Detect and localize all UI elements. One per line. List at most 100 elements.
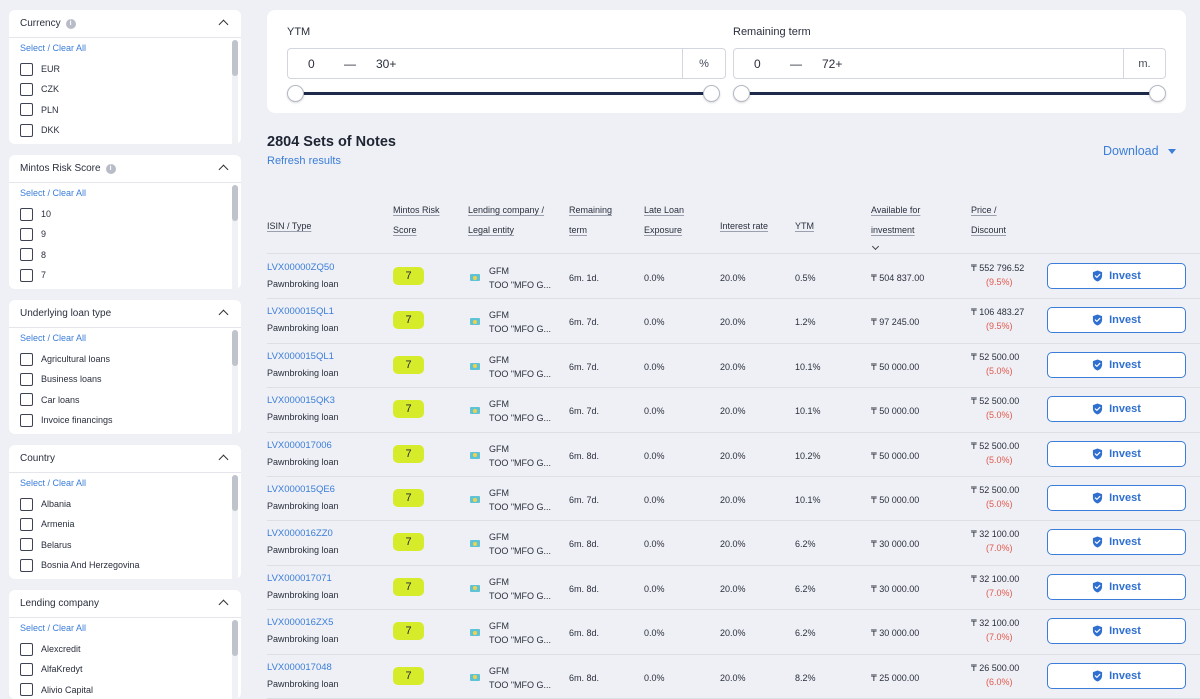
table-row[interactable]: LVX000016ZX5 Pawnbroking loan 7 GFM TOO "MFO… xyxy=(267,610,1200,655)
col-isin[interactable]: ISIN / Type xyxy=(267,221,312,231)
invest-button[interactable]: Invest xyxy=(1047,351,1186,378)
checkbox[interactable] xyxy=(20,248,33,262)
table-row[interactable]: LVX000015QK3 Pawnbroking loan 7 GFM TOO "MFO… xyxy=(267,388,1200,433)
col-risk-score[interactable]: Mintos Risk Score xyxy=(393,205,440,235)
col-available[interactable]: Available for investment xyxy=(871,200,920,251)
checkbox[interactable] xyxy=(20,207,33,221)
checkbox[interactable] xyxy=(20,268,33,282)
filter-panel-header[interactable]: Lending company xyxy=(9,590,241,618)
ytm-slider-min-handle[interactable] xyxy=(287,85,304,102)
invest-button[interactable]: Invest xyxy=(1047,485,1186,511)
filter-option[interactable]: 7 xyxy=(20,265,230,285)
checkbox[interactable] xyxy=(20,103,33,117)
checkbox[interactable] xyxy=(20,227,33,241)
col-late-exposure[interactable]: Late Loan Exposure xyxy=(644,205,685,235)
invest-button[interactable]: Invest xyxy=(1047,440,1186,467)
filter-option[interactable]: Armenia xyxy=(20,514,230,534)
isin-link[interactable]: LVX000017048 xyxy=(267,661,332,673)
ytm-slider-max-handle[interactable] xyxy=(703,85,720,102)
col-ytm[interactable]: YTM xyxy=(795,221,814,231)
table-row[interactable]: LVX000016ZZ0 Pawnbroking loan 7 GFM TOO "MFO… xyxy=(267,521,1200,566)
ytm-slider-track[interactable] xyxy=(296,92,712,95)
invest-button[interactable]: Invest xyxy=(1047,573,1186,600)
filter-option[interactable]: Belarus xyxy=(20,535,230,555)
checkbox[interactable] xyxy=(20,82,33,96)
filter-option[interactable]: 8 xyxy=(20,245,230,265)
isin-link[interactable]: LVX000015QE6 xyxy=(267,484,335,495)
select-clear-all-link[interactable]: Select / Clear All xyxy=(20,478,87,488)
isin-link[interactable]: LVX000017071 xyxy=(267,572,332,584)
checkbox[interactable] xyxy=(20,393,33,407)
checkbox[interactable] xyxy=(20,558,33,572)
isin-link[interactable]: LVX00000ZQ50 xyxy=(267,262,335,273)
invest-button[interactable]: Invest xyxy=(1047,662,1186,689)
col-price-discount[interactable]: Price / Discount xyxy=(971,205,1007,235)
term-slider-min-handle[interactable] xyxy=(733,85,750,102)
table-row[interactable]: LVX000015QL1 Pawnbroking loan 7 GFM TOO "MFO… xyxy=(267,299,1200,344)
checkbox[interactable] xyxy=(20,352,33,366)
checkbox[interactable] xyxy=(20,62,33,76)
filter-panel-header[interactable]: Currency i xyxy=(9,10,241,38)
scrollbar-thumb[interactable] xyxy=(232,330,238,366)
filter-option[interactable]: Albania xyxy=(20,494,230,514)
isin-link[interactable]: LVX000017006 xyxy=(267,439,332,451)
table-row[interactable]: LVX000015QL1 Pawnbroking loan 7 GFM TOO "MFO… xyxy=(267,344,1200,389)
select-clear-all-link[interactable]: Select / Clear All xyxy=(20,188,87,198)
filter-panel-header[interactable]: Underlying loan type xyxy=(9,300,241,328)
table-row[interactable]: LVX000017048 Pawnbroking loan 7 GFM TOO "MFO… xyxy=(267,655,1200,699)
ytm-from-value[interactable]: 0 xyxy=(308,56,315,71)
filter-option[interactable]: CZK xyxy=(20,79,230,99)
table-row[interactable]: LVX000017071 Pawnbroking loan 7 GFM TOO "MFO… xyxy=(267,566,1200,611)
table-row[interactable]: LVX00000ZQ50 Pawnbroking loan 7 GFM TOO "MFO… xyxy=(267,255,1200,300)
table-row[interactable]: LVX000017006 Pawnbroking loan 7 GFM TOO "MFO… xyxy=(267,433,1200,477)
select-clear-all-link[interactable]: Select / Clear All xyxy=(20,333,87,343)
isin-link[interactable]: LVX000016ZX5 xyxy=(267,617,334,629)
refresh-results-link[interactable]: Refresh results xyxy=(267,155,341,167)
info-icon[interactable]: i xyxy=(65,18,76,29)
scrollbar[interactable] xyxy=(232,40,238,144)
isin-link[interactable]: LVX000016ZZ0 xyxy=(267,528,333,540)
checkbox[interactable] xyxy=(20,683,33,697)
scrollbar-thumb[interactable] xyxy=(232,475,238,511)
col-remaining-term[interactable]: Remaining term xyxy=(569,205,613,235)
ytm-range-input[interactable]: 0 — 30+ % xyxy=(287,48,726,79)
col-interest-rate[interactable]: Interest rate xyxy=(720,221,769,231)
table-row[interactable]: LVX000015QE6 Pawnbroking loan 7 GFM TOO "MFO… xyxy=(267,477,1200,522)
term-range-input[interactable]: 0 — 72+ m. xyxy=(733,48,1166,79)
filter-option[interactable]: PLN xyxy=(20,100,230,120)
term-to-value[interactable]: 72+ xyxy=(822,56,843,71)
isin-link[interactable]: LVX000015QL1 xyxy=(267,306,334,318)
invest-button[interactable]: Invest xyxy=(1047,396,1186,423)
filter-option[interactable]: Car loans xyxy=(20,390,230,410)
scrollbar-thumb[interactable] xyxy=(232,40,238,76)
filter-panel-header[interactable]: Country xyxy=(9,445,241,473)
invest-button[interactable]: Invest xyxy=(1047,618,1186,645)
filter-panel-header[interactable]: Mintos Risk Score i xyxy=(9,155,241,183)
filter-option[interactable]: Bosnia And Herzegovina xyxy=(20,555,230,575)
chevron-up-icon[interactable] xyxy=(218,454,229,465)
scrollbar[interactable] xyxy=(232,620,238,699)
filter-option[interactable]: EUR xyxy=(20,59,230,79)
filter-option[interactable]: 9 xyxy=(20,224,230,244)
filter-option[interactable]: Agricultural loans xyxy=(20,349,230,369)
term-from-value[interactable]: 0 xyxy=(754,56,761,71)
isin-link[interactable]: LVX000015QL1 xyxy=(267,350,334,362)
filter-option[interactable]: Business loans xyxy=(20,369,230,389)
download-button[interactable]: Download xyxy=(1103,144,1176,158)
checkbox[interactable] xyxy=(20,642,33,656)
filter-option[interactable]: Alivio Capital xyxy=(20,680,230,699)
select-clear-all-link[interactable]: Select / Clear All xyxy=(20,43,87,53)
checkbox[interactable] xyxy=(20,413,33,427)
scrollbar[interactable] xyxy=(232,330,238,434)
chevron-up-icon[interactable] xyxy=(218,599,229,610)
isin-link[interactable]: LVX000015QK3 xyxy=(267,395,335,407)
scrollbar-thumb[interactable] xyxy=(232,620,238,656)
info-icon[interactable]: i xyxy=(105,163,116,174)
filter-option[interactable]: DKK xyxy=(20,120,230,140)
filter-option[interactable]: AlfaKredyt xyxy=(20,659,230,679)
scrollbar-thumb[interactable] xyxy=(232,185,238,221)
select-clear-all-link[interactable]: Select / Clear All xyxy=(20,623,87,633)
term-slider-max-handle[interactable] xyxy=(1149,85,1166,102)
checkbox[interactable] xyxy=(20,662,33,676)
checkbox[interactable] xyxy=(20,123,33,137)
